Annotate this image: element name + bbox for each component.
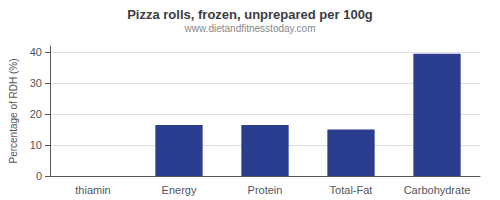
svg-text:Total-Fat: Total-Fat: [330, 184, 373, 196]
svg-text:Energy: Energy: [162, 184, 197, 196]
svg-text:Pizza rolls, frozen, unprepare: Pizza rolls, frozen, unprepared per 100g: [127, 7, 373, 22]
svg-text:10: 10: [30, 139, 42, 151]
svg-text:Percentage of RDH (%): Percentage of RDH (%): [8, 58, 19, 163]
svg-text:Protein: Protein: [248, 184, 283, 196]
svg-text:40: 40: [30, 46, 42, 58]
svg-text:20: 20: [30, 108, 42, 120]
svg-text:Carbohydrate: Carbohydrate: [404, 184, 471, 196]
svg-text:0: 0: [36, 170, 42, 182]
svg-text:www.dietandfitnesstoday.com: www.dietandfitnesstoday.com: [184, 23, 316, 34]
svg-text:thiamin: thiamin: [75, 184, 110, 196]
svg-text:30: 30: [30, 77, 42, 89]
